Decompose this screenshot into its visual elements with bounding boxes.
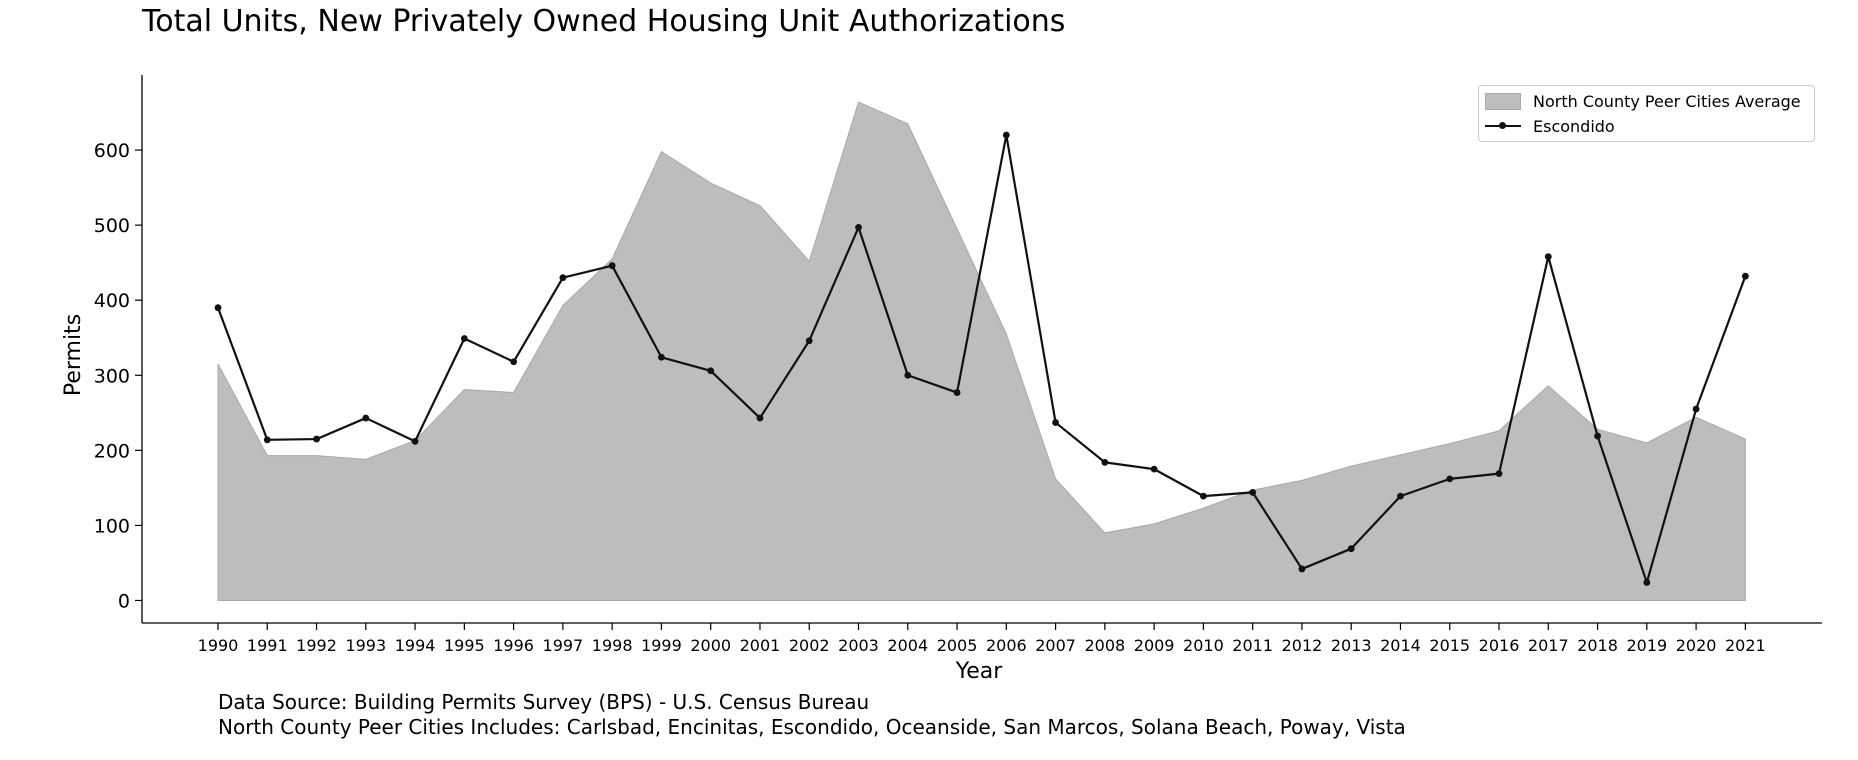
y-tick-label: 100 xyxy=(94,515,130,537)
data-point-escondido xyxy=(1692,405,1700,413)
x-tick-label: 2008 xyxy=(1085,636,1126,655)
peer-cities-note: North County Peer Cities Includes: Carls… xyxy=(218,715,1406,739)
legend-item-escondido: Escondido xyxy=(1485,114,1615,138)
x-tick-label: 2009 xyxy=(1134,636,1175,655)
data-point-escondido xyxy=(1741,272,1749,280)
y-tick-label: 400 xyxy=(94,290,130,312)
x-axis-label: Year xyxy=(955,659,1004,684)
data-point-escondido xyxy=(756,414,764,422)
x-tick-label: 1995 xyxy=(444,636,485,655)
y-tick-label: 200 xyxy=(94,440,130,462)
x-tick-label: 2010 xyxy=(1183,636,1224,655)
x-tick-label: 2003 xyxy=(838,636,879,655)
x-tick-label: 2001 xyxy=(740,636,781,655)
x-tick-label: 2012 xyxy=(1282,636,1323,655)
data-point-escondido xyxy=(1200,492,1207,500)
data-point-escondido xyxy=(1347,545,1355,553)
x-tick-label: 2000 xyxy=(690,636,731,655)
x-tick-label: 1993 xyxy=(345,636,386,655)
data-point-escondido xyxy=(1249,488,1257,496)
x-tick-label: 2005 xyxy=(937,636,978,655)
legend-label-peer-average: North County Peer Cities Average xyxy=(1533,91,1801,111)
legend: North County Peer Cities Average Escondi… xyxy=(1478,85,1815,142)
data-point-escondido xyxy=(1446,475,1454,483)
data-point-escondido xyxy=(608,262,616,270)
data-point-escondido xyxy=(1002,131,1010,139)
y-tick-label: 500 xyxy=(94,215,130,237)
data-point-escondido xyxy=(362,414,370,422)
x-tick-label: 2006 xyxy=(986,636,1027,655)
y-tick-label: 0 xyxy=(118,590,130,612)
x-tick-label: 2016 xyxy=(1479,636,1520,655)
x-tick-label: 2017 xyxy=(1528,636,1569,655)
area-series-peer-average xyxy=(217,101,1746,601)
data-point-escondido xyxy=(1101,458,1109,466)
data-source-note: Data Source: Building Permits Survey (BP… xyxy=(218,690,870,714)
x-tick-label: 1997 xyxy=(543,636,584,655)
data-point-escondido xyxy=(1495,470,1503,478)
x-tick-label: 2018 xyxy=(1577,636,1618,655)
axes xyxy=(135,75,1822,630)
line-series-escondido xyxy=(216,133,1747,584)
data-point-escondido xyxy=(855,223,862,231)
x-tick-label: 2021 xyxy=(1725,636,1766,655)
data-point-escondido xyxy=(658,353,665,361)
chart-title: Total Units, New Privately Owned Housing… xyxy=(142,4,1066,39)
x-tick-label: 1999 xyxy=(641,636,682,655)
line-series-layer xyxy=(214,131,1749,586)
data-point-escondido xyxy=(1544,253,1552,261)
legend-swatch-area xyxy=(1485,92,1521,110)
data-point-escondido xyxy=(559,274,567,282)
legend-label-escondido: Escondido xyxy=(1533,116,1615,136)
data-point-escondido xyxy=(313,435,320,443)
data-point-escondido xyxy=(460,335,468,342)
x-tick-label: 2013 xyxy=(1331,636,1372,655)
area-series-layer xyxy=(217,101,1746,601)
y-tick-label: 600 xyxy=(94,140,130,162)
data-point-escondido xyxy=(214,304,222,312)
data-point-escondido xyxy=(1397,492,1404,500)
x-tick-label: 1991 xyxy=(247,636,288,655)
x-tick-label: 2004 xyxy=(887,636,928,655)
x-tick-label: 1996 xyxy=(493,636,534,655)
x-tick-label: 1990 xyxy=(198,636,239,655)
data-point-escondido xyxy=(510,358,518,366)
x-tick-label: 2020 xyxy=(1676,636,1717,655)
x-tick-label: 1992 xyxy=(296,636,337,655)
x-tick-label: 2011 xyxy=(1232,636,1273,655)
data-point-escondido xyxy=(1052,419,1059,426)
data-point-escondido xyxy=(1643,579,1651,586)
data-point-escondido xyxy=(805,337,813,345)
data-point-escondido xyxy=(904,371,912,379)
data-point-escondido xyxy=(1298,565,1306,573)
legend-item-peer-average: North County Peer Cities Average xyxy=(1485,89,1801,113)
x-tick-label: 2015 xyxy=(1429,636,1470,655)
data-point-escondido xyxy=(707,367,715,375)
x-tick-label: 2007 xyxy=(1035,636,1076,655)
data-point-escondido xyxy=(1150,465,1158,473)
x-tick-label: 1998 xyxy=(592,636,633,655)
x-tick-label: 2002 xyxy=(789,636,830,655)
data-point-escondido xyxy=(411,437,419,445)
x-tick-label: 2014 xyxy=(1380,636,1421,655)
y-axis-label: Permits xyxy=(61,314,86,396)
data-point-escondido xyxy=(1594,432,1601,440)
data-point-escondido xyxy=(953,389,961,396)
y-tick-label: 300 xyxy=(94,365,130,387)
data-point-escondido xyxy=(263,436,271,444)
legend-swatch-line xyxy=(1485,122,1521,129)
tick-labels: 0 100 200 300 400 500 600 1990 1991 1992 1993 1994 1… xyxy=(94,140,1766,655)
x-tick-label: 2019 xyxy=(1626,636,1667,655)
x-tick-label: 1994 xyxy=(395,636,436,655)
